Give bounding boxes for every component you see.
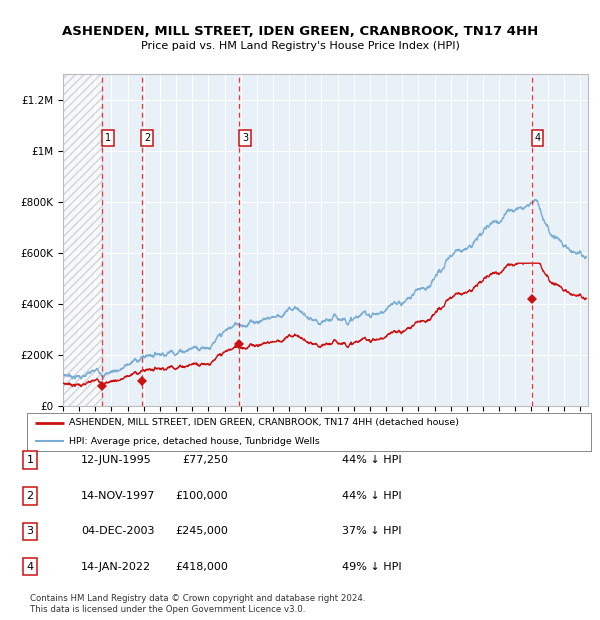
Text: HPI: Average price, detached house, Tunbridge Wells: HPI: Average price, detached house, Tunb…	[70, 437, 320, 446]
Text: £245,000: £245,000	[175, 526, 228, 536]
Text: 1: 1	[105, 133, 111, 143]
Text: 3: 3	[242, 133, 248, 143]
Text: 49% ↓ HPI: 49% ↓ HPI	[342, 562, 401, 572]
Text: ASHENDEN, MILL STREET, IDEN GREEN, CRANBROOK, TN17 4HH (detached house): ASHENDEN, MILL STREET, IDEN GREEN, CRANB…	[70, 418, 460, 427]
Text: 14-NOV-1997: 14-NOV-1997	[81, 491, 155, 501]
Text: 4: 4	[26, 562, 34, 572]
Text: 2: 2	[144, 133, 151, 143]
Text: 3: 3	[26, 526, 34, 536]
Text: 12-JUN-1995: 12-JUN-1995	[81, 455, 152, 465]
Text: 14-JAN-2022: 14-JAN-2022	[81, 562, 151, 572]
Text: 04-DEC-2003: 04-DEC-2003	[81, 526, 155, 536]
Text: 44% ↓ HPI: 44% ↓ HPI	[342, 491, 401, 501]
Text: Contains HM Land Registry data © Crown copyright and database right 2024.
This d: Contains HM Land Registry data © Crown c…	[30, 595, 365, 614]
Text: 4: 4	[535, 133, 541, 143]
Text: 44% ↓ HPI: 44% ↓ HPI	[342, 455, 401, 465]
Bar	[63, 74, 103, 406]
Text: 2: 2	[26, 491, 34, 501]
Text: £418,000: £418,000	[175, 562, 228, 572]
Text: 1: 1	[26, 455, 34, 465]
Text: Price paid vs. HM Land Registry's House Price Index (HPI): Price paid vs. HM Land Registry's House …	[140, 41, 460, 51]
Text: 37% ↓ HPI: 37% ↓ HPI	[342, 526, 401, 536]
Text: £100,000: £100,000	[175, 491, 228, 501]
Text: £77,250: £77,250	[182, 455, 228, 465]
Text: ASHENDEN, MILL STREET, IDEN GREEN, CRANBROOK, TN17 4HH: ASHENDEN, MILL STREET, IDEN GREEN, CRANB…	[62, 25, 538, 38]
